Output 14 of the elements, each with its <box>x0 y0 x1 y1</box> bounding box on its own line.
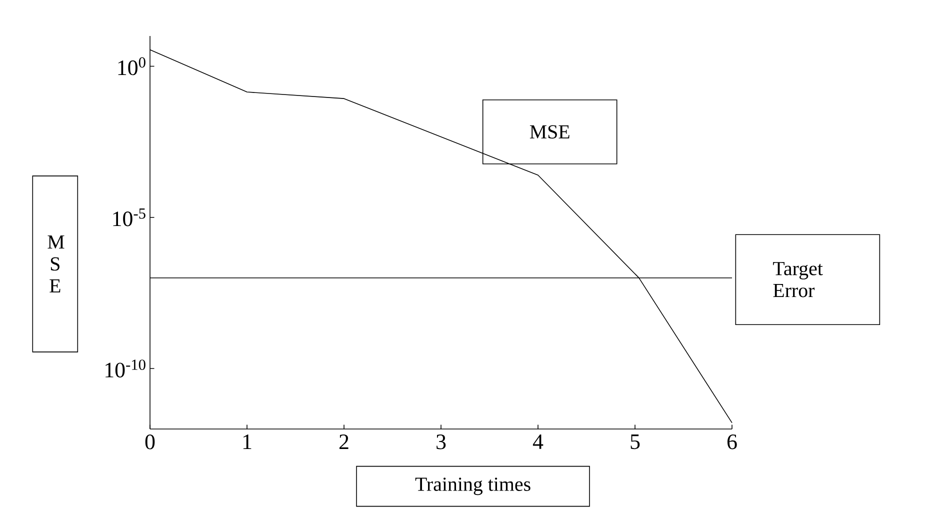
y-axis-title: M S E <box>48 235 64 292</box>
x-tick-label: 5 <box>630 434 640 450</box>
y-tick-label: 10$^{-10}$ <box>106 360 146 378</box>
x-axis-title: Training times <box>415 478 530 496</box>
y-tick-label: 10$^{-5}$ <box>113 208 146 226</box>
x-tick-label: 2 <box>340 434 348 450</box>
y-tick-label: 10$^{0}$ <box>118 57 146 76</box>
ref-line-label: Target Error <box>773 262 823 298</box>
x-tick-label: 4 <box>532 434 544 449</box>
x-tick-label: 3 <box>436 434 446 450</box>
x-tick-label: 1 <box>243 434 252 449</box>
x-tick-label: 0 <box>145 434 155 450</box>
x-tick-label: 6 <box>727 434 737 450</box>
series-label: MSE <box>530 125 570 139</box>
